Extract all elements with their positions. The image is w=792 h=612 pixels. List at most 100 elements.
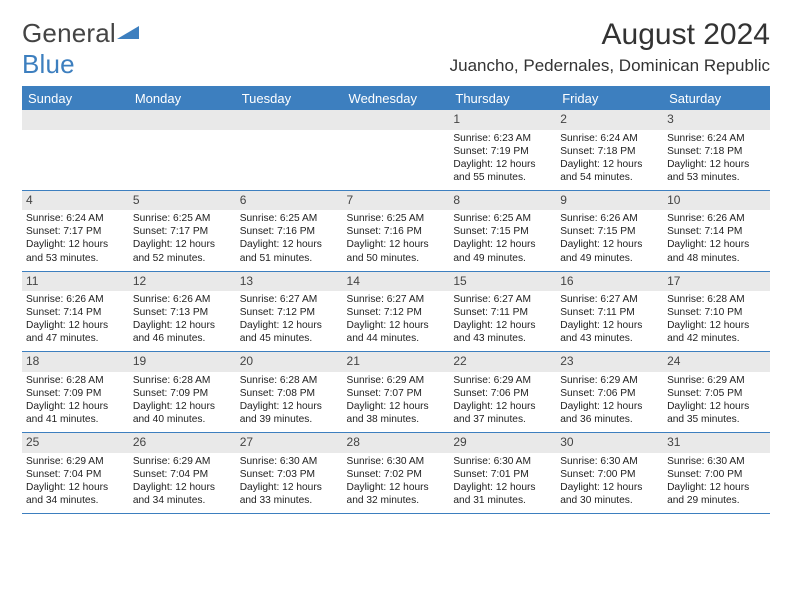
sunrise-text: Sunrise: 6:29 AM [453,374,552,387]
day-info: Sunrise: 6:28 AMSunset: 7:08 PMDaylight:… [236,372,343,432]
day-cell: 19Sunrise: 6:28 AMSunset: 7:09 PMDayligh… [129,352,236,433]
day-number: 21 [343,352,450,372]
sunset-text: Sunset: 7:02 PM [347,468,446,481]
day-cell: 8Sunrise: 6:25 AMSunset: 7:15 PMDaylight… [449,190,556,271]
day-info: Sunrise: 6:24 AMSunset: 7:18 PMDaylight:… [556,130,663,190]
day-info: Sunrise: 6:26 AMSunset: 7:14 PMDaylight:… [22,291,129,351]
day-info: Sunrise: 6:30 AMSunset: 7:01 PMDaylight:… [449,453,556,513]
day-info: Sunrise: 6:28 AMSunset: 7:09 PMDaylight:… [129,372,236,432]
sunset-text: Sunset: 7:18 PM [667,145,766,158]
sunrise-text: Sunrise: 6:28 AM [133,374,232,387]
day-cell: 18Sunrise: 6:28 AMSunset: 7:09 PMDayligh… [22,352,129,433]
day-cell: 30Sunrise: 6:30 AMSunset: 7:00 PMDayligh… [556,433,663,514]
day-number: 9 [556,191,663,211]
sunset-text: Sunset: 7:04 PM [26,468,125,481]
day-number: 18 [22,352,129,372]
day-info: Sunrise: 6:29 AMSunset: 7:04 PMDaylight:… [22,453,129,513]
day-cell: 29Sunrise: 6:30 AMSunset: 7:01 PMDayligh… [449,433,556,514]
day-cell: 12Sunrise: 6:26 AMSunset: 7:13 PMDayligh… [129,271,236,352]
logo-text-1: General [22,18,116,48]
day-info: Sunrise: 6:30 AMSunset: 7:03 PMDaylight:… [236,453,343,513]
day-number [22,110,129,130]
sunset-text: Sunset: 7:17 PM [133,225,232,238]
sunset-text: Sunset: 7:12 PM [240,306,339,319]
daylight-text: Daylight: 12 hours and 43 minutes. [560,319,659,345]
daylight-text: Daylight: 12 hours and 37 minutes. [453,400,552,426]
day-cell: 6Sunrise: 6:25 AMSunset: 7:16 PMDaylight… [236,190,343,271]
day-info [129,130,236,186]
week-row: 25Sunrise: 6:29 AMSunset: 7:04 PMDayligh… [22,433,770,514]
day-cell: 13Sunrise: 6:27 AMSunset: 7:12 PMDayligh… [236,271,343,352]
daylight-text: Daylight: 12 hours and 34 minutes. [26,481,125,507]
day-info: Sunrise: 6:30 AMSunset: 7:00 PMDaylight:… [556,453,663,513]
week-row: 11Sunrise: 6:26 AMSunset: 7:14 PMDayligh… [22,271,770,352]
daylight-text: Daylight: 12 hours and 44 minutes. [347,319,446,345]
sunset-text: Sunset: 7:01 PM [453,468,552,481]
month-title: August 2024 [450,18,770,52]
day-cell: 11Sunrise: 6:26 AMSunset: 7:14 PMDayligh… [22,271,129,352]
sunrise-text: Sunrise: 6:28 AM [26,374,125,387]
daylight-text: Daylight: 12 hours and 55 minutes. [453,158,552,184]
dow-tuesday: Tuesday [236,86,343,110]
sunrise-text: Sunrise: 6:29 AM [26,455,125,468]
day-number: 17 [663,272,770,292]
day-number: 27 [236,433,343,453]
day-number [236,110,343,130]
day-info: Sunrise: 6:24 AMSunset: 7:18 PMDaylight:… [663,130,770,190]
sunrise-text: Sunrise: 6:27 AM [560,293,659,306]
day-info: Sunrise: 6:27 AMSunset: 7:11 PMDaylight:… [556,291,663,351]
sunset-text: Sunset: 7:15 PM [560,225,659,238]
day-cell: 4Sunrise: 6:24 AMSunset: 7:17 PMDaylight… [22,190,129,271]
day-number: 19 [129,352,236,372]
day-cell: 16Sunrise: 6:27 AMSunset: 7:11 PMDayligh… [556,271,663,352]
day-number: 7 [343,191,450,211]
day-cell: 31Sunrise: 6:30 AMSunset: 7:00 PMDayligh… [663,433,770,514]
day-number: 16 [556,272,663,292]
day-number: 25 [22,433,129,453]
day-cell: 25Sunrise: 6:29 AMSunset: 7:04 PMDayligh… [22,433,129,514]
daylight-text: Daylight: 12 hours and 38 minutes. [347,400,446,426]
sunset-text: Sunset: 7:08 PM [240,387,339,400]
day-number: 15 [449,272,556,292]
day-info: Sunrise: 6:25 AMSunset: 7:16 PMDaylight:… [236,210,343,270]
daylight-text: Daylight: 12 hours and 52 minutes. [133,238,232,264]
daylight-text: Daylight: 12 hours and 53 minutes. [667,158,766,184]
day-cell [236,110,343,190]
day-cell [129,110,236,190]
sunrise-text: Sunrise: 6:29 AM [560,374,659,387]
sunrise-text: Sunrise: 6:27 AM [347,293,446,306]
sunrise-text: Sunrise: 6:29 AM [667,374,766,387]
sunrise-text: Sunrise: 6:30 AM [560,455,659,468]
sunset-text: Sunset: 7:18 PM [560,145,659,158]
sunset-text: Sunset: 7:17 PM [26,225,125,238]
dow-sunday: Sunday [22,86,129,110]
day-info: Sunrise: 6:29 AMSunset: 7:05 PMDaylight:… [663,372,770,432]
day-cell: 9Sunrise: 6:26 AMSunset: 7:15 PMDaylight… [556,190,663,271]
day-cell: 2Sunrise: 6:24 AMSunset: 7:18 PMDaylight… [556,110,663,190]
day-cell: 23Sunrise: 6:29 AMSunset: 7:06 PMDayligh… [556,352,663,433]
sunset-text: Sunset: 7:06 PM [453,387,552,400]
sunrise-text: Sunrise: 6:25 AM [347,212,446,225]
daylight-text: Daylight: 12 hours and 43 minutes. [453,319,552,345]
header: GeneralBlue August 2024 Juancho, Pederna… [22,18,770,80]
day-number: 20 [236,352,343,372]
day-number: 8 [449,191,556,211]
sunset-text: Sunset: 7:11 PM [560,306,659,319]
sunset-text: Sunset: 7:09 PM [133,387,232,400]
day-cell: 5Sunrise: 6:25 AMSunset: 7:17 PMDaylight… [129,190,236,271]
sunset-text: Sunset: 7:03 PM [240,468,339,481]
day-cell: 27Sunrise: 6:30 AMSunset: 7:03 PMDayligh… [236,433,343,514]
day-cell: 24Sunrise: 6:29 AMSunset: 7:05 PMDayligh… [663,352,770,433]
day-cell: 21Sunrise: 6:29 AMSunset: 7:07 PMDayligh… [343,352,450,433]
day-info: Sunrise: 6:29 AMSunset: 7:07 PMDaylight:… [343,372,450,432]
day-number [129,110,236,130]
daylight-text: Daylight: 12 hours and 51 minutes. [240,238,339,264]
sunrise-text: Sunrise: 6:30 AM [667,455,766,468]
day-info: Sunrise: 6:29 AMSunset: 7:06 PMDaylight:… [556,372,663,432]
daylight-text: Daylight: 12 hours and 36 minutes. [560,400,659,426]
day-number: 23 [556,352,663,372]
sunrise-text: Sunrise: 6:27 AM [240,293,339,306]
day-info: Sunrise: 6:25 AMSunset: 7:16 PMDaylight:… [343,210,450,270]
day-cell: 10Sunrise: 6:26 AMSunset: 7:14 PMDayligh… [663,190,770,271]
day-number [343,110,450,130]
